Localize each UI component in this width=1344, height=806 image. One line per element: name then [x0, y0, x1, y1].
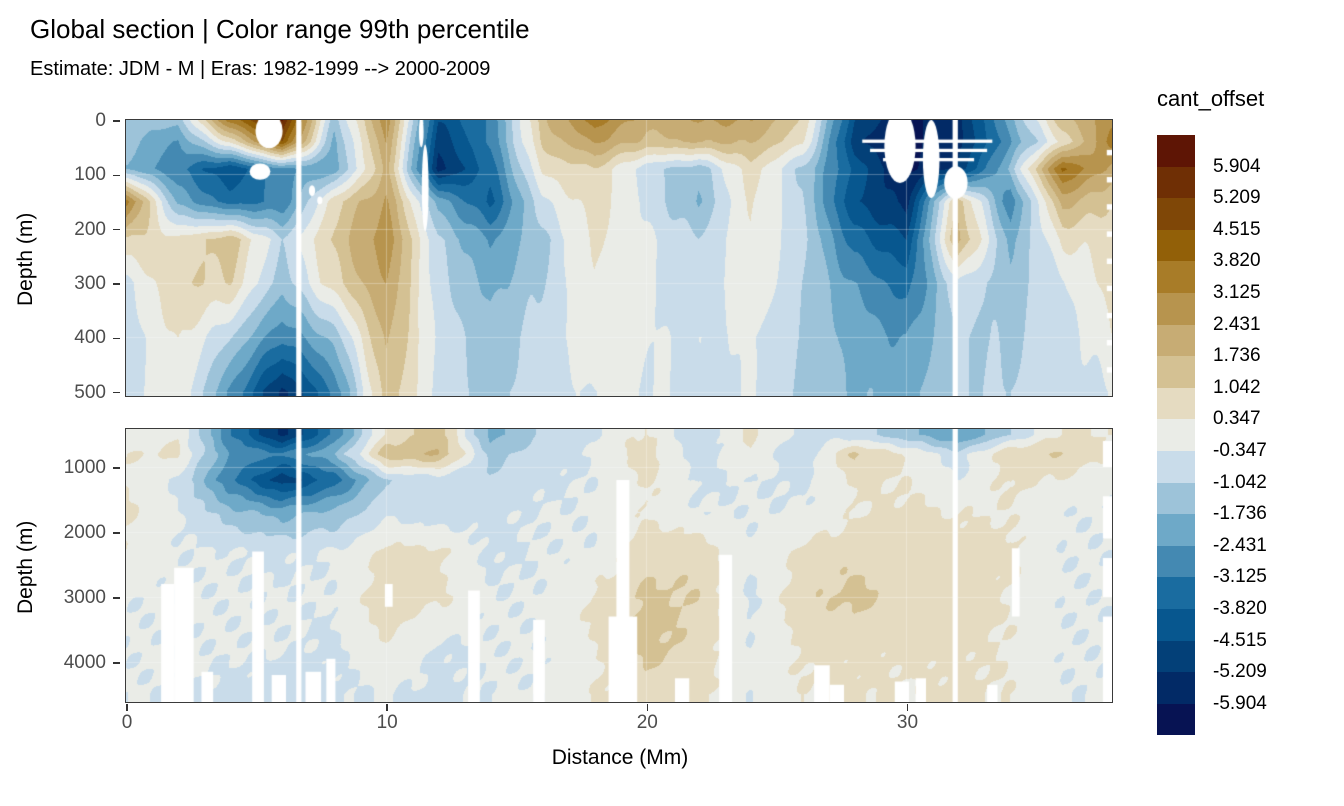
y-axis-tick-label: 400: [74, 327, 106, 349]
legend-tick-label: -3.820: [1213, 598, 1267, 619]
legend-swatch: [1157, 514, 1195, 546]
x-axis-tick: [386, 704, 388, 711]
y-axis-tick: [113, 120, 120, 122]
legend-tick-label: -1.736: [1213, 503, 1267, 525]
legend-swatch: [1157, 166, 1195, 199]
legend-swatch: [1157, 198, 1195, 230]
x-axis-tick-label: 10: [376, 712, 398, 733]
y-axis-title-upper: Depth (m): [14, 212, 37, 306]
y-axis-tick-label: 2000: [63, 522, 106, 544]
contour-field-upper: [126, 120, 1112, 396]
x-axis-tick-label: 30: [896, 712, 919, 733]
y-axis-tick-label: 300: [74, 272, 106, 294]
figure-title: Global section | Color range 99th percen…: [30, 14, 530, 44]
legend-swatch: [1157, 261, 1195, 293]
legend-tick-label: 2.431: [1213, 313, 1261, 335]
legend-tick-label: -4.515: [1213, 629, 1267, 651]
legend-tick-label: -3.125: [1213, 566, 1267, 588]
legend-title: cant_offset: [1157, 86, 1265, 111]
y-axis-tick: [113, 662, 120, 664]
x-axis-tick-label: 0: [121, 712, 133, 733]
y-axis-tick: [113, 597, 120, 599]
y-axis-tick: [113, 532, 120, 534]
panel-lower: [125, 428, 1113, 703]
x-axis-title: Distance (Mm): [551, 746, 689, 769]
panel-upper: [125, 119, 1113, 397]
legend-swatch: [1157, 229, 1195, 262]
legend-swatch: [1157, 292, 1195, 325]
y-axis-tick: [113, 391, 120, 394]
legend-colorbar: [1157, 135, 1195, 736]
y-axis-tick-label: 1000: [63, 457, 106, 479]
legend-swatch: [1157, 450, 1195, 483]
legend-tick-label: -1.042: [1213, 471, 1267, 493]
legend-tick-label: 3.820: [1213, 250, 1261, 272]
legend-tick-label: 1.042: [1213, 376, 1261, 398]
figure-subtitle: Estimate: JDM - M | Eras: 1982-1999 --> …: [30, 58, 491, 80]
legend-tick-label: 0.347: [1213, 408, 1261, 430]
legend-tick-label: -2.431: [1213, 534, 1267, 556]
y-axis-tick: [113, 467, 120, 469]
legend-tick-label: -5.904: [1213, 692, 1267, 714]
y-axis-tick: [113, 283, 120, 285]
legend-swatch: [1157, 482, 1195, 515]
y-axis-tick: [113, 174, 120, 177]
y-axis-tick-label: 500: [74, 381, 106, 403]
legend-swatch: [1157, 135, 1195, 167]
legend-swatch: [1157, 640, 1195, 673]
y-axis-tick-label: 3000: [63, 587, 106, 609]
y-axis-tick-label: 100: [74, 164, 106, 186]
legend-swatch: [1157, 356, 1195, 388]
x-axis-tick: [646, 704, 649, 711]
legend-tick-label: 1.736: [1213, 345, 1261, 367]
legend-swatch: [1157, 577, 1195, 609]
legend-tick-label: 3.125: [1213, 282, 1261, 303]
y-axis-tick-label: 0: [95, 110, 106, 131]
legend-tick-label: -5.209: [1213, 661, 1267, 683]
contour-field-lower: [126, 429, 1112, 702]
legend-swatch: [1157, 419, 1195, 451]
x-axis-tick: [906, 704, 909, 711]
legend-tick-label: 5.904: [1213, 155, 1261, 177]
legend-tick-label: 4.515: [1213, 218, 1261, 240]
legend-swatch: [1157, 703, 1195, 736]
y-axis-tick: [113, 228, 120, 231]
legend-tick-label: -0.347: [1213, 440, 1267, 461]
y-axis-tick: [113, 337, 120, 340]
x-axis-tick-label: 20: [636, 712, 658, 733]
y-axis-tick-label: 4000: [63, 652, 106, 674]
legend-tick-label: 5.209: [1213, 187, 1261, 209]
legend-swatch: [1157, 545, 1195, 578]
x-axis-tick: [126, 704, 128, 711]
legend-swatch: [1157, 608, 1195, 641]
legend-swatch: [1157, 672, 1195, 704]
legend-swatch: [1157, 387, 1195, 420]
legend-swatch: [1157, 324, 1195, 357]
y-axis-tick-label: 200: [74, 218, 106, 240]
